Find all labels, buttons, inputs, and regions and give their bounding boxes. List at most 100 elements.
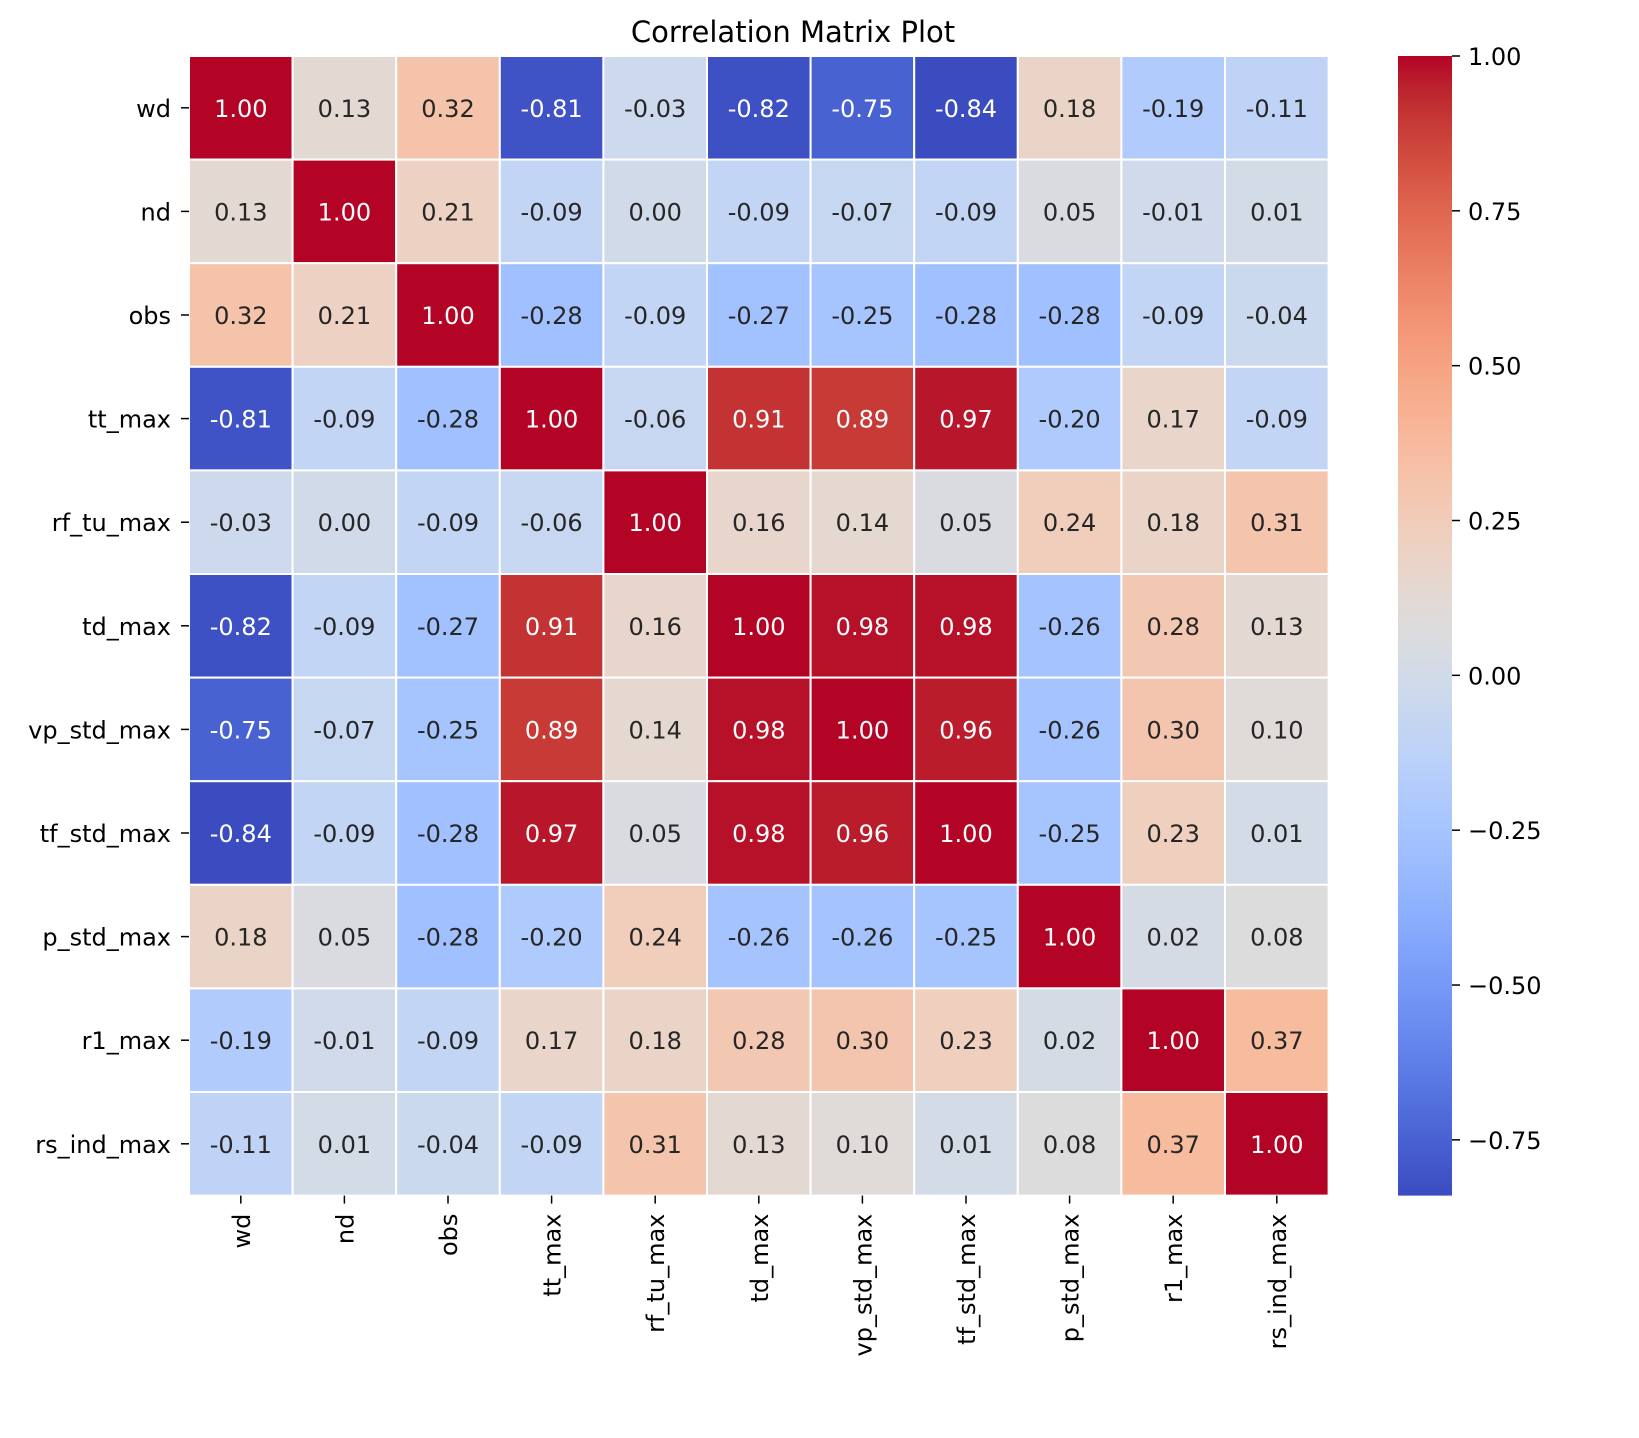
x-tick-label-nd: nd xyxy=(331,1214,359,1244)
heatmap-value-label: 0.01 xyxy=(939,1131,992,1159)
heatmap-value-label: 0.30 xyxy=(1146,716,1199,744)
heatmap-value-label: -0.09 xyxy=(313,406,375,434)
heatmap-value-label: -0.19 xyxy=(1142,95,1204,123)
heatmap-cell-nd-r1_max xyxy=(1120,158,1227,265)
heatmap-value-label: -0.27 xyxy=(728,302,790,330)
heatmap-cell-rf_tu_max-p_std_max xyxy=(1016,469,1123,575)
heatmap-value-label: -0.26 xyxy=(1039,613,1101,641)
heatmap-cell-wd-rs_ind_max xyxy=(1224,55,1330,161)
heatmap-value-label: 0.16 xyxy=(732,509,785,537)
heatmap-cell-rs_ind_max-nd xyxy=(291,1091,398,1197)
heatmap-value-label: 1.00 xyxy=(1043,924,1096,952)
x-tick-label-tf_std_max: tf_std_max xyxy=(953,1214,981,1345)
heatmap-value-label: 0.32 xyxy=(421,95,474,123)
heatmap-value-label: -0.84 xyxy=(210,820,272,848)
heatmap-value-label: 0.96 xyxy=(939,716,992,744)
heatmap-value-label: -0.09 xyxy=(624,302,686,330)
x-tick-label-tt_max: tt_max xyxy=(539,1214,567,1297)
heatmap-cell-rs_ind_max-td_max xyxy=(706,1091,812,1197)
heatmap-value-label: -0.01 xyxy=(313,1027,375,1055)
heatmap-value-label: -0.25 xyxy=(1039,820,1101,848)
heatmap-cell-td_max-td_max xyxy=(706,573,812,679)
heatmap-value-label: 0.98 xyxy=(836,613,889,641)
heatmap-value-label: 0.02 xyxy=(1146,924,1199,952)
heatmap-value-label: 0.98 xyxy=(732,716,785,744)
heatmap-value-label: 1.00 xyxy=(421,302,474,330)
heatmap-value-label: 0.96 xyxy=(836,820,889,848)
heatmap-value-label: 0.18 xyxy=(1146,509,1199,537)
heatmap-cell-rf_tu_max-tt_max xyxy=(498,469,605,575)
heatmap-cell-wd-wd xyxy=(188,55,294,161)
colorbar-tick-label: −0.75 xyxy=(1468,1127,1542,1155)
heatmap-cell-obs-rf_tu_max xyxy=(602,262,709,368)
heatmap-value-label: -0.04 xyxy=(1246,302,1308,330)
heatmap-value-label: 0.10 xyxy=(836,1131,889,1159)
heatmap-cell-obs-obs xyxy=(395,262,501,368)
heatmap-value-label: 1.00 xyxy=(318,198,371,226)
x-tick-label-rf_tu_max: rf_tu_max xyxy=(642,1214,670,1333)
heatmap-value-label: -0.09 xyxy=(417,1027,479,1055)
heatmap-value-label: 0.31 xyxy=(628,1131,681,1159)
heatmap-value-label: 0.17 xyxy=(1146,406,1199,434)
heatmap-cell-tf_std_max-rf_tu_max xyxy=(602,780,709,886)
heatmap-value-label: -0.09 xyxy=(1142,302,1204,330)
heatmap-cell-nd-td_max xyxy=(706,158,812,265)
x-tick-label-obs: obs xyxy=(435,1214,463,1256)
colorbar-tick-label: 0.75 xyxy=(1468,198,1521,226)
y-tick-label-rs_ind_max: rs_ind_max xyxy=(35,1131,171,1159)
heatmap-value-label: -0.28 xyxy=(1039,302,1101,330)
heatmap-value-label: 0.05 xyxy=(1043,198,1096,226)
heatmap-value-label: 0.37 xyxy=(1250,1027,1303,1055)
heatmap-value-label: 1.00 xyxy=(628,509,681,537)
heatmap-cell-rs_ind_max-rf_tu_max xyxy=(602,1091,709,1197)
heatmap-cell-rf_tu_max-obs xyxy=(395,469,501,575)
heatmap-cell-nd-rf_tu_max xyxy=(602,158,709,265)
colorbar-tick-label: 0.00 xyxy=(1468,662,1521,690)
heatmap-value-label: -0.07 xyxy=(831,198,893,226)
heatmap-cell-obs-vp_std_max xyxy=(809,262,916,368)
heatmap-value-label: 0.24 xyxy=(628,924,681,952)
heatmap-value-label: -0.09 xyxy=(417,509,479,537)
heatmap-value-label: -0.75 xyxy=(210,716,272,744)
heatmap-value-label: 0.05 xyxy=(628,820,681,848)
heatmap-value-label: 0.17 xyxy=(525,1027,578,1055)
heatmap-value-label: -0.27 xyxy=(417,613,479,641)
heatmap-cell-vp_std_max-nd xyxy=(291,676,398,783)
heatmap-value-label: -0.09 xyxy=(1246,406,1308,434)
heatmap-value-label: -0.11 xyxy=(210,1131,272,1159)
heatmap-value-label: 1.00 xyxy=(836,716,889,744)
heatmap-cell-tt_max-tt_max xyxy=(498,365,605,472)
heatmap-value-label: -0.06 xyxy=(624,406,686,434)
heatmap-value-label: -0.01 xyxy=(1142,198,1204,226)
heatmap-cell-rs_ind_max-rs_ind_max xyxy=(1224,1091,1330,1197)
heatmap-cell-wd-obs xyxy=(395,55,501,161)
heatmap-cell-nd-vp_std_max xyxy=(809,158,916,265)
heatmap-value-label: -0.82 xyxy=(210,613,272,641)
heatmap-cell-wd-tf_std_max xyxy=(913,55,1019,161)
heatmap-value-label: 1.00 xyxy=(939,820,992,848)
heatmap-value-label: -0.25 xyxy=(831,302,893,330)
heatmap-cell-vp_std_max-r1_max xyxy=(1120,676,1227,783)
heatmap-value-label: 0.18 xyxy=(214,924,267,952)
heatmap-value-label: -0.03 xyxy=(210,509,272,537)
heatmap-cell-rs_ind_max-r1_max xyxy=(1120,1091,1227,1197)
heatmap-cell-rf_tu_max-rf_tu_max xyxy=(602,469,709,575)
heatmap-cell-obs-rs_ind_max xyxy=(1224,262,1330,368)
heatmap-value-label: 0.10 xyxy=(1250,716,1303,744)
heatmap-cell-tt_max-p_std_max xyxy=(1016,365,1123,472)
heatmap-cell-vp_std_max-rs_ind_max xyxy=(1224,676,1330,783)
heatmap-cell-obs-td_max xyxy=(706,262,812,368)
colorbar-gradient xyxy=(1398,56,1452,1196)
row-labels: wd nd obs tt_max rf_tu_max td_max vp_std_maxtf… xyxy=(28,95,189,1159)
colorbar-ticks: 1.00 0.75 0.50 0.25 0.00 −0.25 −0.50 −0.75 xyxy=(1452,43,1542,1155)
heatmap-value-label: 0.14 xyxy=(628,716,681,744)
heatmap-cell-tf_std_max-r1_max xyxy=(1120,780,1227,886)
heatmap-value-label: -0.81 xyxy=(210,406,272,434)
heatmap-cell-rf_tu_max-rs_ind_max xyxy=(1224,469,1330,575)
y-tick-label-wd: wd xyxy=(136,95,171,123)
heatmap-cells: 1.00 0.13 0.32 -0.81 -0.03 -0.82 -0.75 -0.84 0.1… xyxy=(188,55,1330,1197)
heatmap-cell-tf_std_max-wd xyxy=(188,780,294,886)
heatmap-cell-r1_max-td_max xyxy=(706,987,812,1094)
heatmap-cell-vp_std_max-obs xyxy=(395,676,501,783)
